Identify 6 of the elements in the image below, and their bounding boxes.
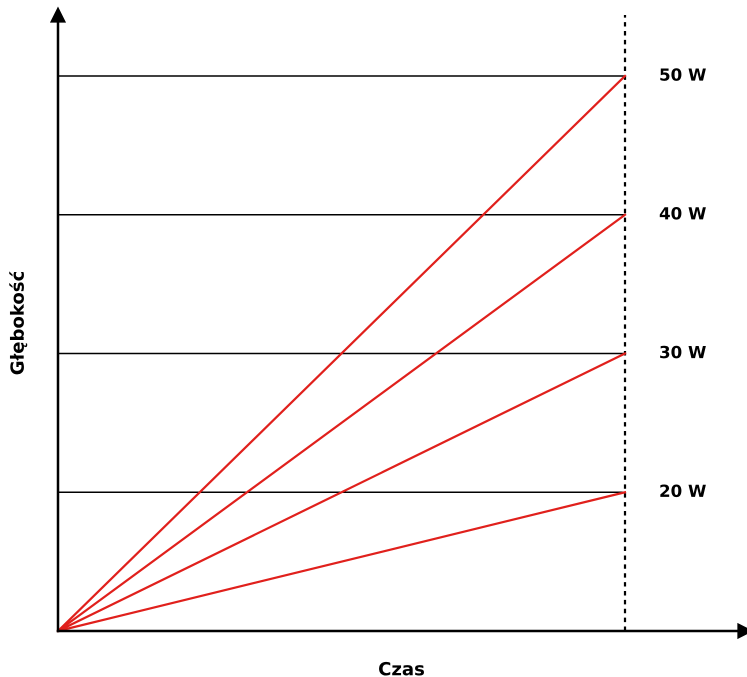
text: 40 W bbox=[660, 206, 706, 220]
text: 50 W bbox=[660, 68, 706, 81]
x-axis-title: Czas bbox=[379, 662, 424, 676]
text: 30 W bbox=[660, 346, 706, 358]
y-axis-title: Głębokość bbox=[9, 271, 28, 374]
text: 20 W bbox=[660, 484, 706, 498]
